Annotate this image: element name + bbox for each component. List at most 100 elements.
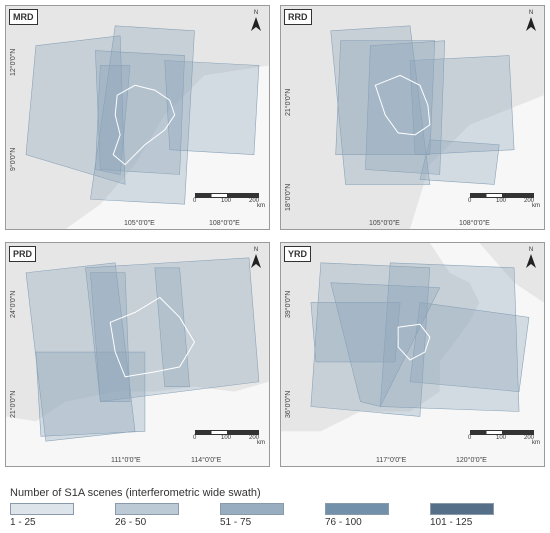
- swath-footprint: [409, 302, 530, 392]
- scale-tick: 100: [221, 435, 232, 441]
- delta-outline: [109, 296, 196, 378]
- scale-tick: 200: [524, 198, 535, 204]
- swath-footprint: [409, 55, 515, 155]
- lon-tick: 108°0'0"E: [209, 220, 240, 227]
- scale-tick: 100: [496, 435, 507, 441]
- legend-label: 76 - 100: [325, 517, 362, 528]
- swath-footprint: [90, 272, 131, 402]
- yrd-map: [281, 243, 544, 466]
- scale-tick: 200: [249, 198, 260, 204]
- swath-footprint: [90, 25, 195, 205]
- land: [479, 243, 544, 303]
- north-arrow: N: [251, 10, 261, 32]
- lon-tick: 105°0'0"E: [124, 220, 155, 227]
- map-panel-rrd: RRD N 21°0'0"N 18°0'0"N 105°0'0"E 108°0'…: [280, 5, 545, 230]
- scale-tick: 0: [193, 435, 197, 441]
- legend-class: 1 - 25: [10, 503, 105, 528]
- scale-tick: 0: [193, 198, 197, 204]
- north-label: N: [528, 247, 534, 253]
- map-panel-yrd: YRD N 39°0'0"N 36°0'0"N 117°0'0"E 120°0'…: [280, 242, 545, 467]
- map-panel-prd: PRD N 24°0'0"N 21°0'0"N 111°0'0"E 114°0'…: [5, 242, 270, 467]
- legend-label: 51 - 75: [220, 517, 252, 528]
- north-arrow: N: [526, 10, 536, 32]
- lon-tick: 108°0'0"E: [459, 220, 490, 227]
- land: [281, 6, 544, 229]
- lon-tick: 105°0'0"E: [369, 220, 400, 227]
- north-arrow-icon: [526, 254, 536, 268]
- north-label: N: [253, 247, 259, 253]
- legend-label: 26 - 50: [115, 517, 147, 528]
- scale-tick: 100: [496, 198, 507, 204]
- swath-footprint: [95, 50, 185, 175]
- region-label: YRD: [284, 246, 312, 262]
- swath-footprint: [35, 351, 146, 437]
- land: [281, 243, 480, 432]
- north-arrow: N: [526, 247, 536, 269]
- scale-tick: 0: [468, 198, 472, 204]
- lon-tick: 114°0'0"E: [191, 457, 222, 464]
- swath-footprint: [164, 60, 260, 155]
- swath-footprint: [310, 302, 401, 363]
- region-label: PRD: [9, 246, 37, 262]
- land: [6, 6, 269, 229]
- scale-tick: 100: [221, 198, 232, 204]
- region-label: RRD: [284, 9, 312, 25]
- delta-outline: [397, 323, 431, 361]
- scale-bar-graphic: [195, 193, 259, 198]
- swath-footprint: [25, 35, 126, 185]
- north-arrow-icon: [251, 254, 261, 268]
- swath-footprint: [310, 262, 431, 417]
- north-label: N: [253, 10, 259, 16]
- north-arrow-icon: [526, 17, 536, 31]
- land: [6, 243, 269, 422]
- legend-class: 101 - 125: [430, 503, 525, 528]
- scale-tick: 200: [249, 435, 260, 441]
- swath-footprint: [330, 25, 431, 185]
- scale-bar-graphic: [470, 193, 534, 198]
- legend-class: 76 - 100: [325, 503, 420, 528]
- mrd-map: [6, 6, 269, 229]
- legend-swatch: [325, 503, 389, 515]
- legend-label: 101 - 125: [430, 517, 473, 528]
- lon-tick: 117°0'0"E: [376, 457, 407, 464]
- swath-footprint: [154, 267, 190, 388]
- legend-swatch: [430, 503, 494, 515]
- scale-bar: 0 100 200 km: [468, 430, 540, 450]
- swath-footprint: [419, 139, 500, 185]
- rrd-map: [281, 6, 544, 229]
- scale-unit: km: [257, 440, 265, 446]
- delta-outline: [112, 84, 176, 166]
- north-label: N: [528, 10, 534, 16]
- lat-tick: 21°0'0"N: [10, 390, 17, 418]
- lat-tick: 21°0'0"N: [285, 88, 292, 116]
- region-label: MRD: [9, 9, 38, 25]
- scale-unit: km: [532, 203, 540, 209]
- scale-bar: 0 100 200 km: [193, 430, 265, 450]
- scale-bar: 0 100 200 km: [468, 193, 540, 213]
- lon-tick: 120°0'0"E: [456, 457, 487, 464]
- lat-tick: 9°0'0"N: [10, 147, 17, 171]
- swath-footprint: [379, 262, 520, 412]
- scale-tick: 0: [468, 435, 472, 441]
- scale-unit: km: [257, 203, 265, 209]
- scale-tick: 200: [524, 435, 535, 441]
- legend-title: Number of S1A scenes (interferometric wi…: [10, 487, 261, 499]
- scale-bar-graphic: [195, 430, 259, 435]
- lat-tick: 18°0'0"N: [285, 183, 292, 211]
- lat-tick: 12°0'0"N: [10, 48, 17, 76]
- scale-bar: 0 100 200 km: [193, 193, 265, 213]
- legend-class: 51 - 75: [220, 503, 315, 528]
- lat-tick: 36°0'0"N: [285, 390, 292, 418]
- lat-tick: 39°0'0"N: [285, 290, 292, 318]
- legend-swatch: [220, 503, 284, 515]
- scale-bar-graphic: [470, 430, 534, 435]
- scale-unit: km: [532, 440, 540, 446]
- lon-tick: 111°0'0"E: [111, 457, 141, 464]
- swath-footprint: [365, 40, 446, 175]
- lat-tick: 24°0'0"N: [10, 290, 17, 318]
- delta-outline: [374, 74, 431, 136]
- map-panel-mrd: MRD N 12°0'0"N 9°0'0"N 105°0'0"E 108°0'0…: [5, 5, 270, 230]
- north-arrow-icon: [251, 17, 261, 31]
- legend-swatch: [115, 503, 179, 515]
- north-arrow: N: [251, 247, 261, 269]
